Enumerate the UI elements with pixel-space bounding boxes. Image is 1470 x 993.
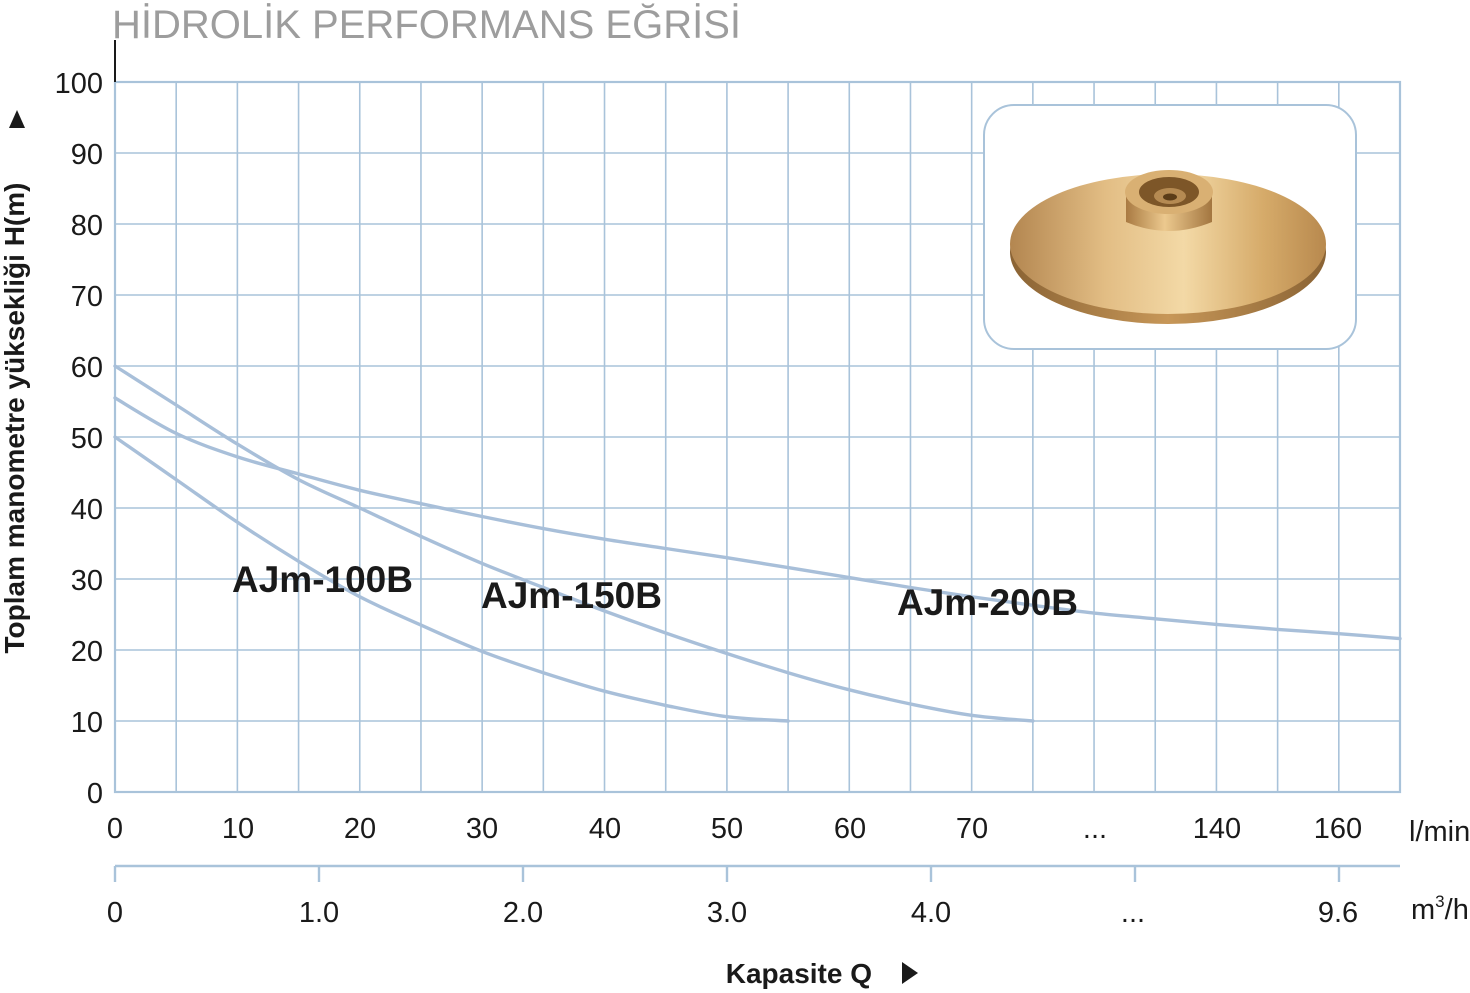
x2-unit-tail: /h bbox=[1445, 894, 1469, 926]
x-tick-label: 10 bbox=[222, 813, 254, 845]
x-tick-label: 40 bbox=[589, 813, 621, 845]
y-tick-label: 40 bbox=[71, 494, 103, 526]
y-tick-label: 90 bbox=[71, 139, 103, 171]
y-axis-arrow-icon bbox=[9, 110, 25, 128]
x-axis-arrow-icon bbox=[902, 962, 918, 984]
x-tick-label: 60 bbox=[834, 813, 866, 845]
x-axis-title: Kapasite Q bbox=[726, 958, 872, 989]
series-line-ajm-150b bbox=[113, 364, 1035, 723]
x2-unit-base: m bbox=[1411, 894, 1435, 926]
y-tick-label: 50 bbox=[71, 423, 103, 455]
x-tick-label: 70 bbox=[956, 813, 988, 845]
x-tick-label: 20 bbox=[344, 813, 376, 845]
x2-tick-label: 0 bbox=[107, 897, 123, 929]
y-tick-label: 10 bbox=[71, 707, 103, 739]
x2-tick-label: 3.0 bbox=[707, 897, 747, 929]
series-label-ajm-150b: AJm-150B bbox=[481, 575, 662, 616]
x-tick-label: 0 bbox=[107, 813, 123, 845]
x2-tick-label: 2.0 bbox=[503, 897, 543, 929]
x2-unit-m3h: m3/h bbox=[1411, 892, 1469, 926]
y-tick-label: 60 bbox=[71, 352, 103, 384]
y-tick-label: 20 bbox=[71, 636, 103, 668]
y-tick-label: 100 bbox=[55, 68, 103, 100]
y-tick-label: 30 bbox=[71, 565, 103, 597]
y-axis-title: Toplam manometre yüksekliği H(m) bbox=[0, 183, 30, 654]
series-line-ajm-200b bbox=[113, 396, 1402, 641]
y-tick-label: 80 bbox=[71, 210, 103, 242]
series-label-ajm-200b: AJm-200B bbox=[897, 582, 1078, 623]
y-tick-label: 0 bbox=[87, 778, 103, 810]
x2-unit-sup: 3 bbox=[1435, 892, 1444, 911]
impeller-photo bbox=[983, 104, 1357, 350]
series-label-ajm-100b: AJm-100B bbox=[232, 559, 413, 600]
x-tick-label: 50 bbox=[711, 813, 743, 845]
x-tick-label: ... bbox=[1083, 813, 1107, 845]
x-tick-label: 160 bbox=[1314, 813, 1362, 845]
chart-title: HİDROLİK PERFORMANS EĞRİSİ bbox=[112, 2, 741, 47]
x-unit-lmin: l/min bbox=[1409, 816, 1470, 848]
series-line-ajm-100b bbox=[113, 435, 790, 723]
x2-tick-label: 9.6 bbox=[1318, 897, 1358, 929]
grid: 0 10 20 30 40 50 60 70 80 90 100 bbox=[55, 40, 1402, 810]
x2-tick-label: ... bbox=[1121, 897, 1145, 929]
x-tick-label: 140 bbox=[1193, 813, 1241, 845]
y-tick-label: 70 bbox=[71, 281, 103, 313]
x2-tick-label: 1.0 bbox=[299, 897, 339, 929]
x2-tick-label: 4.0 bbox=[911, 897, 951, 929]
x-tick-label: 30 bbox=[466, 813, 498, 845]
